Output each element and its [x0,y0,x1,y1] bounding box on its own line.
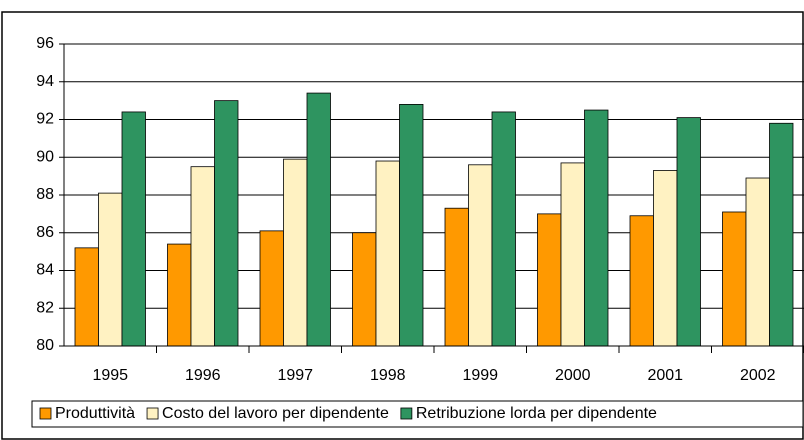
legend-label: Retribuzione lorda per dipendente [416,405,657,422]
bar [444,207,469,347]
y-tick-label: 82 [36,299,54,316]
x-tick-label: 2001 [647,367,683,384]
bar [283,158,308,347]
x-tick-label: 1995 [92,367,128,384]
y-tick-label: 80 [36,337,54,354]
bar [560,162,585,347]
legend-box [31,400,804,428]
y-tick-label: 90 [36,148,54,165]
bar [769,122,794,347]
bar [259,230,284,347]
bar [190,166,215,347]
bar [629,215,654,347]
bar [722,211,747,347]
bar [167,243,192,347]
legend-swatch [146,407,159,420]
bar [491,111,516,347]
bar [306,92,331,347]
legend-swatch [39,407,52,420]
y-tick-label: 92 [36,111,54,128]
bar [676,117,701,347]
bar [74,247,99,347]
bar [375,160,400,347]
bar [584,109,609,347]
bar [98,192,123,347]
y-tick-label: 86 [36,224,54,241]
y-tick-label: 84 [36,262,54,279]
bar [653,170,678,347]
bar [468,164,493,347]
bar [214,100,239,347]
legend-label: Produttività [55,405,135,422]
bar [399,104,424,347]
bar [537,213,562,347]
x-tick-label: 2002 [740,367,776,384]
y-tick-label: 96 [36,35,54,52]
x-tick-label: 2000 [555,367,591,384]
legend-swatch [400,407,413,420]
x-tick-label: 1998 [370,367,406,384]
y-tick-label: 94 [36,73,54,90]
x-tick-label: 1999 [462,367,498,384]
bar [745,177,770,347]
y-tick-label: 88 [36,186,54,203]
x-tick-label: 1997 [277,367,313,384]
bar [121,111,146,347]
legend-label: Costo del lavoro per dipendente [162,405,389,422]
bar [352,232,377,347]
x-tick-label: 1996 [185,367,221,384]
